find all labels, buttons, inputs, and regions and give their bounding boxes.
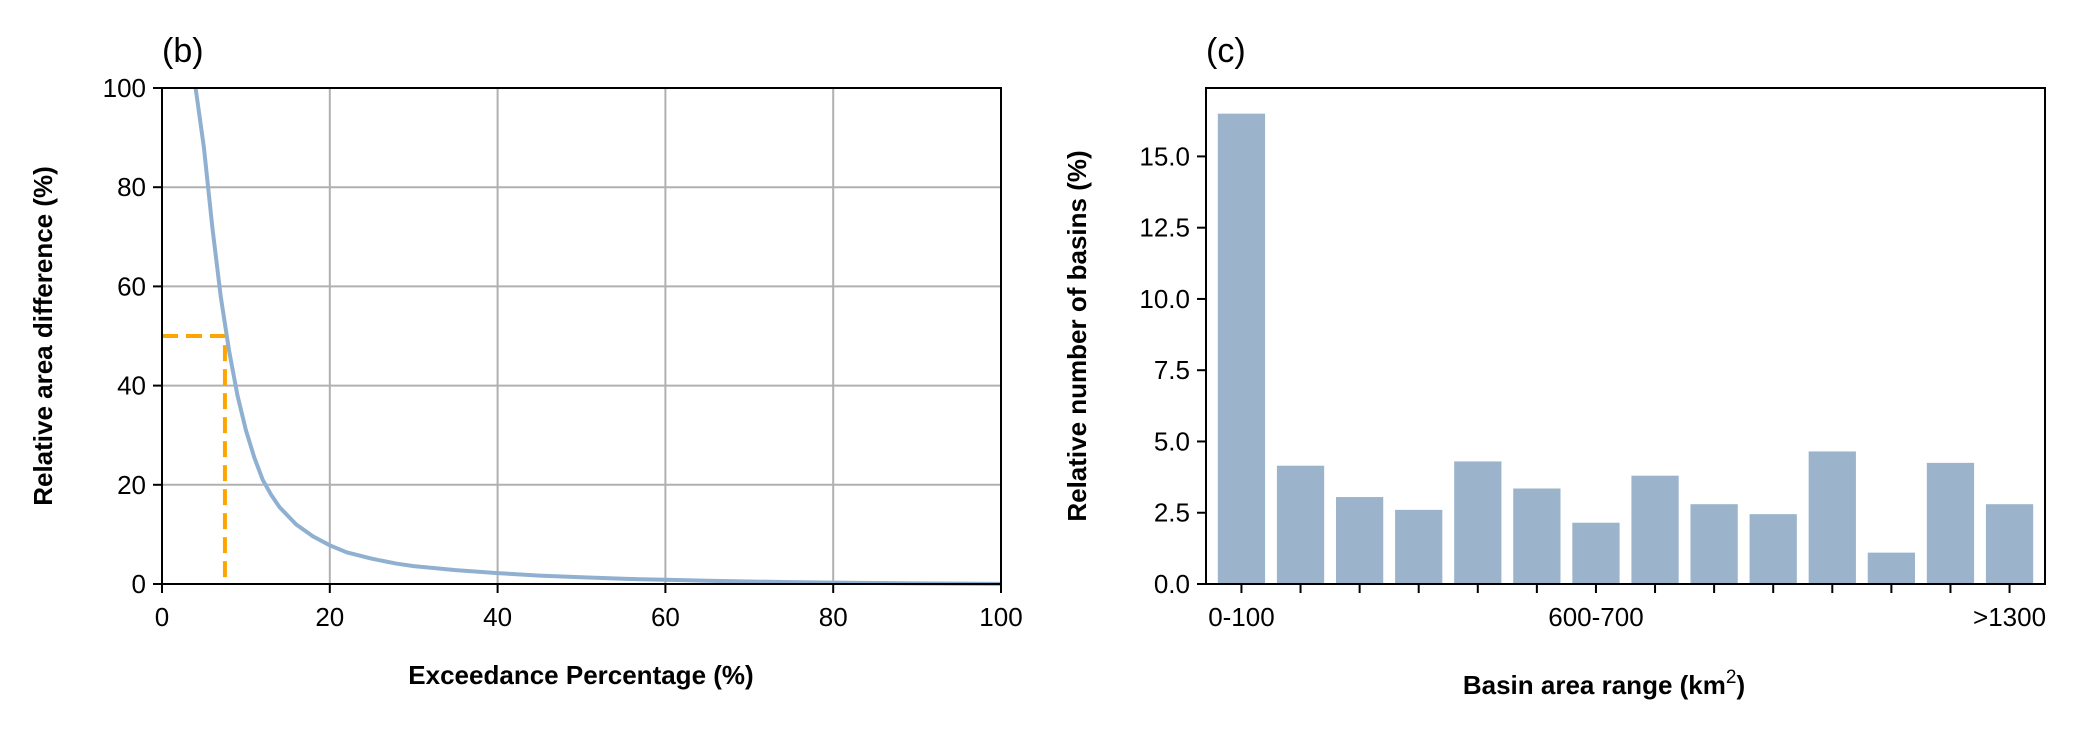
bar-13: [1985, 504, 2034, 584]
x-tick-label-b: 20: [315, 602, 344, 632]
x-ticks-b: 0 20 40 60 80 100: [155, 584, 1023, 632]
x-tick-label-c: 0-100: [1208, 602, 1275, 632]
bar-1: [1276, 465, 1325, 584]
bar-5: [1513, 488, 1561, 584]
x-ticks-c: 0-100 600-700 >1300: [1208, 584, 2046, 632]
y-tick-label-b: 0: [132, 569, 146, 599]
plot-frame-b: [161, 87, 1002, 585]
x-axis-label-c-main: Basin area range (km: [1463, 670, 1726, 700]
x-tick-label-c: >1300: [1973, 602, 2046, 632]
x-axis-label-b: Exceedance Percentage (%): [408, 660, 753, 690]
bar-9: [1749, 514, 1797, 584]
y-tick-label-b: 60: [117, 271, 146, 301]
bar-8: [1690, 504, 1738, 584]
y-axis-label-c: Relative number of basins (%): [1062, 150, 1092, 521]
y-tick-label-b: 20: [117, 470, 146, 500]
y-tick-label-b: 40: [117, 371, 146, 401]
bar-2: [1335, 497, 1384, 584]
panel-label-b: (b): [162, 32, 204, 70]
bar-11: [1867, 552, 1916, 584]
bar-6: [1572, 522, 1620, 584]
x-axis-label-c-superscript: 2: [1726, 667, 1737, 688]
series-group-b: [193, 87, 1002, 586]
y-tick-label-b: 100: [103, 73, 146, 103]
y-axis-label-b: Relative area difference (%): [28, 166, 58, 506]
panel-c-bar-chart: (c) 0-100 600-700 >1300 0.0 2.5 5.0 7.5 10.0 12…: [1062, 32, 2046, 700]
x-tick-label-b: 40: [483, 602, 512, 632]
bar-10: [1808, 451, 1856, 584]
bar-7: [1631, 475, 1679, 584]
y-tick-label-c: 10.0: [1139, 284, 1190, 314]
bar-12: [1926, 462, 1975, 584]
y-ticks-b: 0 20 40 60 80 100: [103, 73, 162, 599]
x-tick-label-c: 600-700: [1548, 602, 1643, 632]
panel-label-c: (c): [1206, 32, 1246, 70]
y-tick-label-c: 0.0: [1154, 569, 1190, 599]
y-tick-label-c: 15.0: [1139, 141, 1190, 171]
x-tick-label-b: 0: [155, 602, 169, 632]
bar-0: [1217, 113, 1266, 584]
bar-4: [1454, 461, 1502, 584]
y-tick-label-b: 80: [117, 172, 146, 202]
y-tick-label-c: 7.5: [1154, 355, 1190, 385]
y-tick-label-c: 5.0: [1154, 426, 1190, 456]
bar-3: [1395, 509, 1443, 584]
y-tick-label-c: 12.5: [1139, 213, 1190, 243]
reference-dashed-line: [162, 334, 227, 584]
x-tick-label-b: 60: [651, 602, 680, 632]
x-tick-label-b: 80: [819, 602, 848, 632]
x-axis-label-c-end: ): [1736, 670, 1745, 700]
panel-b-line-chart: (b) 0 20 40 60 80 100 0 20 40 60 80 100 Exceedance…: [28, 32, 1023, 690]
series-line-0: [193, 87, 1002, 586]
grid-lines-b: [161, 87, 1002, 585]
x-tick-label-b: 100: [979, 602, 1022, 632]
reference-lines-b: [162, 334, 227, 584]
y-tick-label-c: 2.5: [1154, 498, 1190, 528]
bars-group-c: [1217, 113, 2034, 584]
x-axis-label-c: Basin area range (km2): [1463, 667, 1745, 700]
y-ticks-c: 0.0 2.5 5.0 7.5 10.0 12.5 15.0: [1139, 141, 1206, 599]
plot-frame-c: [1205, 87, 2046, 585]
